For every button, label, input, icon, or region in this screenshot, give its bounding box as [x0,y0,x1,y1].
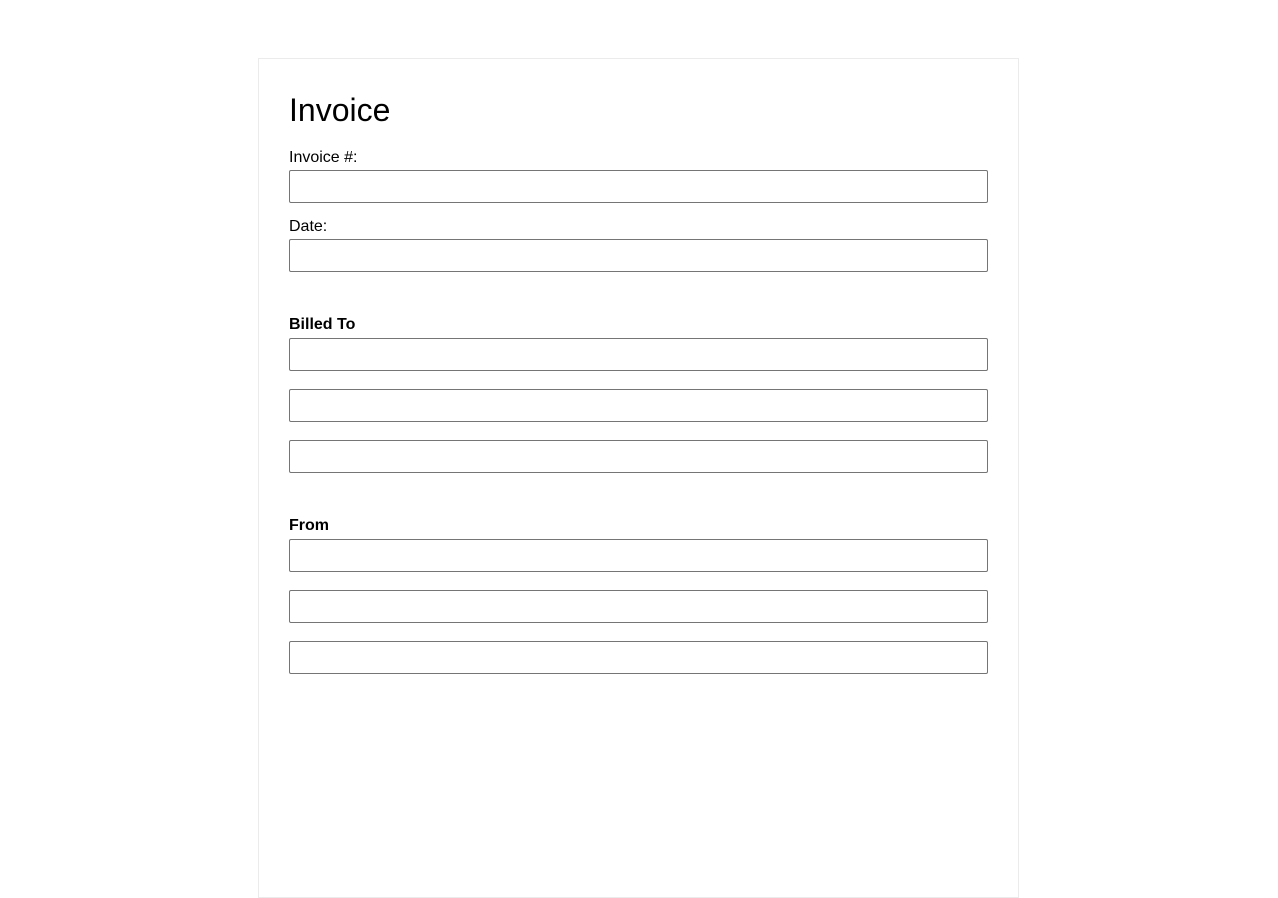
invoice-number-input[interactable] [289,170,988,204]
from-line1-input[interactable] [289,539,988,573]
billed-to-line3-input[interactable] [289,440,988,474]
from-line2-input[interactable] [289,590,988,624]
page-title: Invoice [289,92,391,128]
billed-to-line2-input[interactable] [289,389,988,423]
billed-to-heading: Billed To [289,316,356,334]
invoice-card: Invoice Invoice #: Date: Billed To From [258,58,1019,898]
from-heading: From [289,517,329,535]
billed-to-line1-input[interactable] [289,338,988,372]
date-label: Date: [289,218,328,236]
from-line3-input[interactable] [289,641,988,675]
invoice-number-label: Invoice #: [289,149,358,167]
date-input[interactable] [289,239,988,273]
